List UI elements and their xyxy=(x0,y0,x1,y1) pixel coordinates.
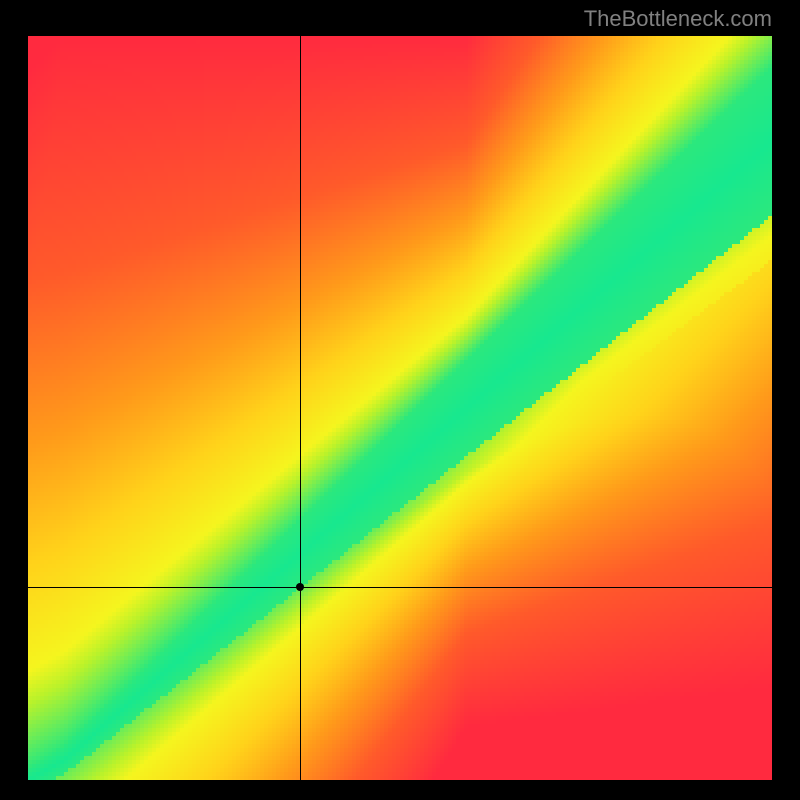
heatmap-canvas xyxy=(28,36,772,780)
crosshair-horizontal xyxy=(28,587,772,588)
chart-frame: TheBottleneck.com xyxy=(0,0,800,800)
watermark-text: TheBottleneck.com xyxy=(584,6,772,32)
crosshair-marker xyxy=(296,583,304,591)
crosshair-vertical xyxy=(300,36,301,780)
heatmap-plot xyxy=(28,36,772,780)
